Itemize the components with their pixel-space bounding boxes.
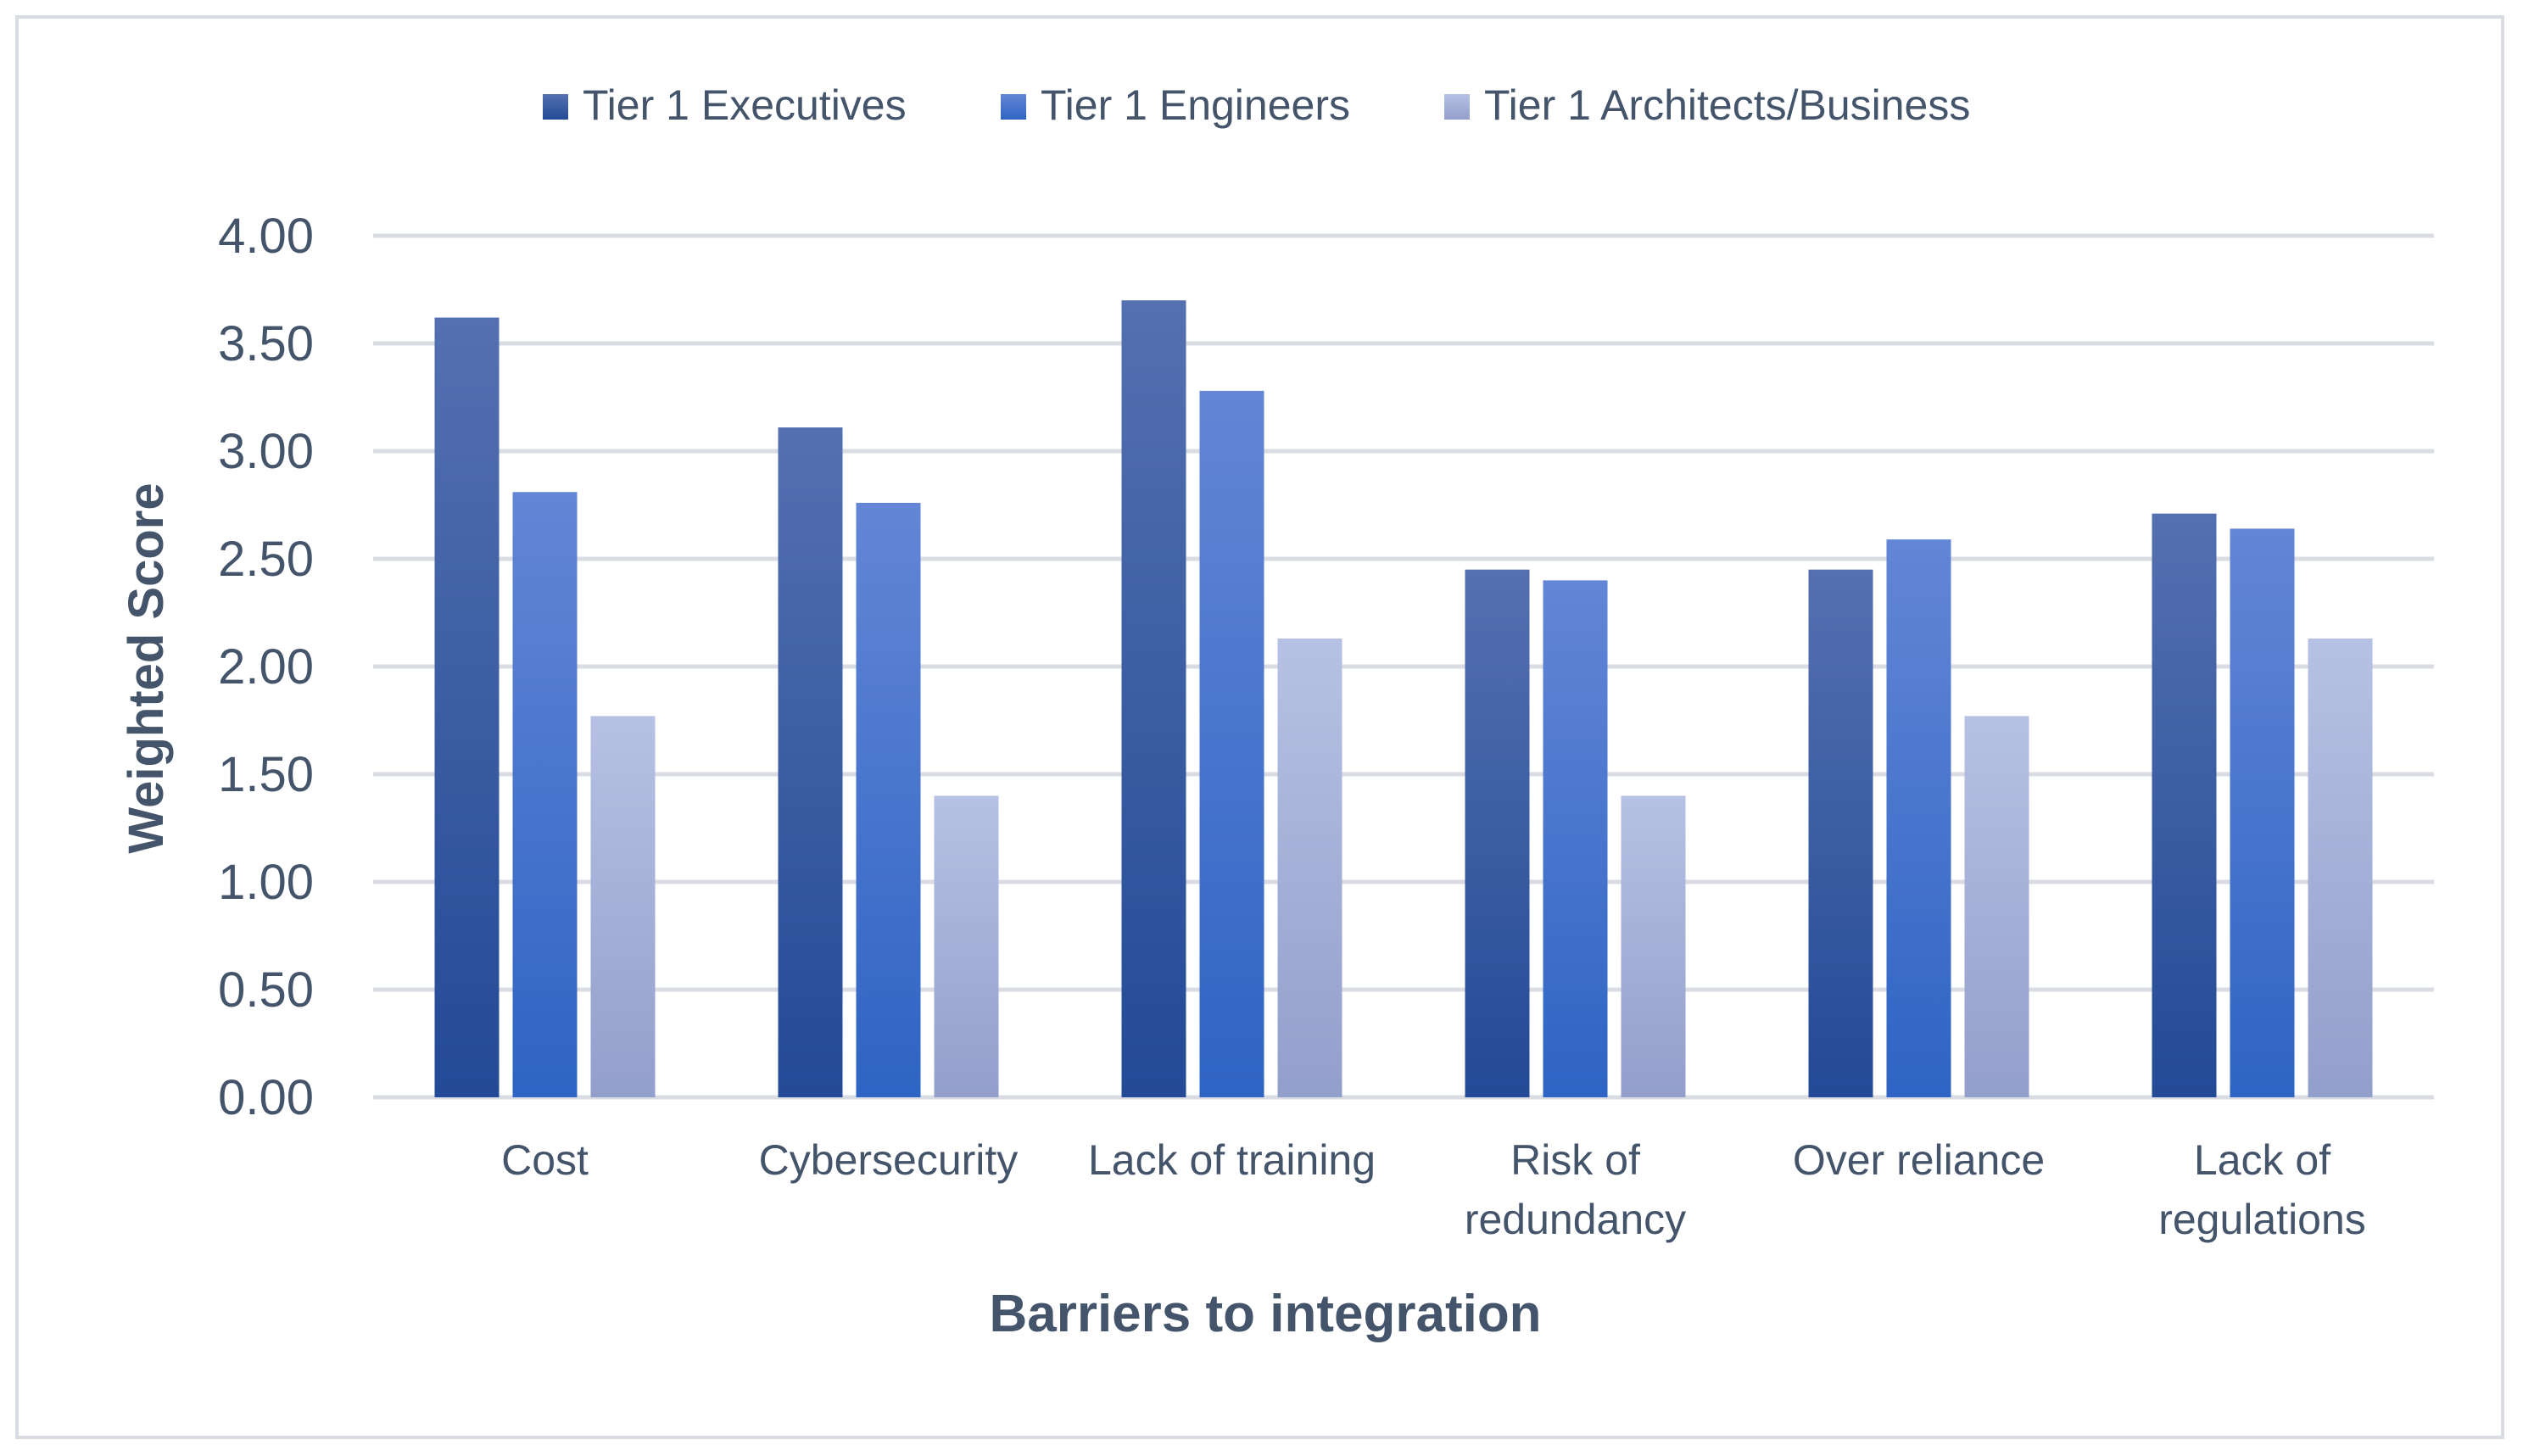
x-category-label-line: Lack of training [1088,1136,1376,1184]
bar-engineers [1199,390,1264,1097]
bar-engineers [2230,528,2295,1097]
bar-executives [2152,513,2217,1097]
x-category-label-line: regulations [2158,1196,2366,1243]
bar-executives [434,317,500,1097]
x-category-label-line: Over reliance [1793,1136,2045,1184]
legend-swatch [1444,94,1470,120]
bar-engineers [856,502,921,1097]
x-category-label-line: Cybersecurity [759,1136,1019,1184]
bar-executives [1465,569,1530,1097]
x-category-label-line: Lack of [2194,1136,2330,1184]
y-tick-label: 2.00 [218,639,314,695]
legend-label: Tier 1 Engineers [1041,81,1350,129]
y-axis-title: Weighted Score [119,483,174,853]
bar-engineers [1543,580,1608,1097]
bars [434,300,2373,1097]
bar-architects [1621,795,1686,1097]
bar-engineers [1886,539,1951,1097]
y-tick-label: 2.50 [218,532,314,587]
bar-executives [1121,300,1186,1097]
x-category-label: Over reliance [1793,1136,2045,1184]
y-tick-label: 3.50 [218,316,314,371]
y-tick-label: 0.00 [218,1070,314,1125]
x-category-label-line: Cost [501,1136,589,1184]
legend-label: Tier 1 Architects/Business [1484,81,1970,129]
y-tick-label: 4.00 [218,209,314,264]
x-category-label-line: Risk of [1510,1136,1640,1184]
gridlines [373,233,2434,1100]
bar-executives [1808,569,1873,1097]
y-tick-label: 1.50 [218,747,314,802]
bar-architects [2308,638,2373,1097]
y-tick-label: 0.50 [218,962,314,1018]
bar-engineers [512,492,578,1097]
x-category-label: Lack of regulations [2158,1136,2366,1243]
legend-label: Tier 1 Executives [583,81,907,129]
legend-swatch [543,94,568,120]
x-category-label: Cybersecurity [759,1136,1019,1184]
y-tick-label: 1.00 [218,855,314,910]
bar-architects [1964,716,2029,1097]
y-tick-label: 3.00 [218,424,314,479]
bar-executives [778,427,843,1097]
x-axis-categories: Cost Cybersecurity Lack of training Risk of… [501,1136,2366,1243]
bar-architects [590,716,656,1097]
x-category-label: Cost [501,1136,589,1184]
x-category-label: Lack of training [1088,1136,1376,1184]
legend: Tier 1 Executives Tier 1 Engineers Tier 1 … [543,81,1970,129]
x-category-label-line: redundancy [1465,1196,1686,1243]
legend-swatch [1001,94,1026,120]
bar-architects [1277,638,1342,1097]
x-axis-title: Barriers to integration [989,1285,1541,1343]
y-axis-ticks: 0.00 0.50 1.00 1.50 2.00 2.50 3.00 3.50 4.00 [218,209,314,1125]
bar-architects [934,795,999,1097]
x-category-label: Risk of redundancy [1465,1136,1686,1243]
